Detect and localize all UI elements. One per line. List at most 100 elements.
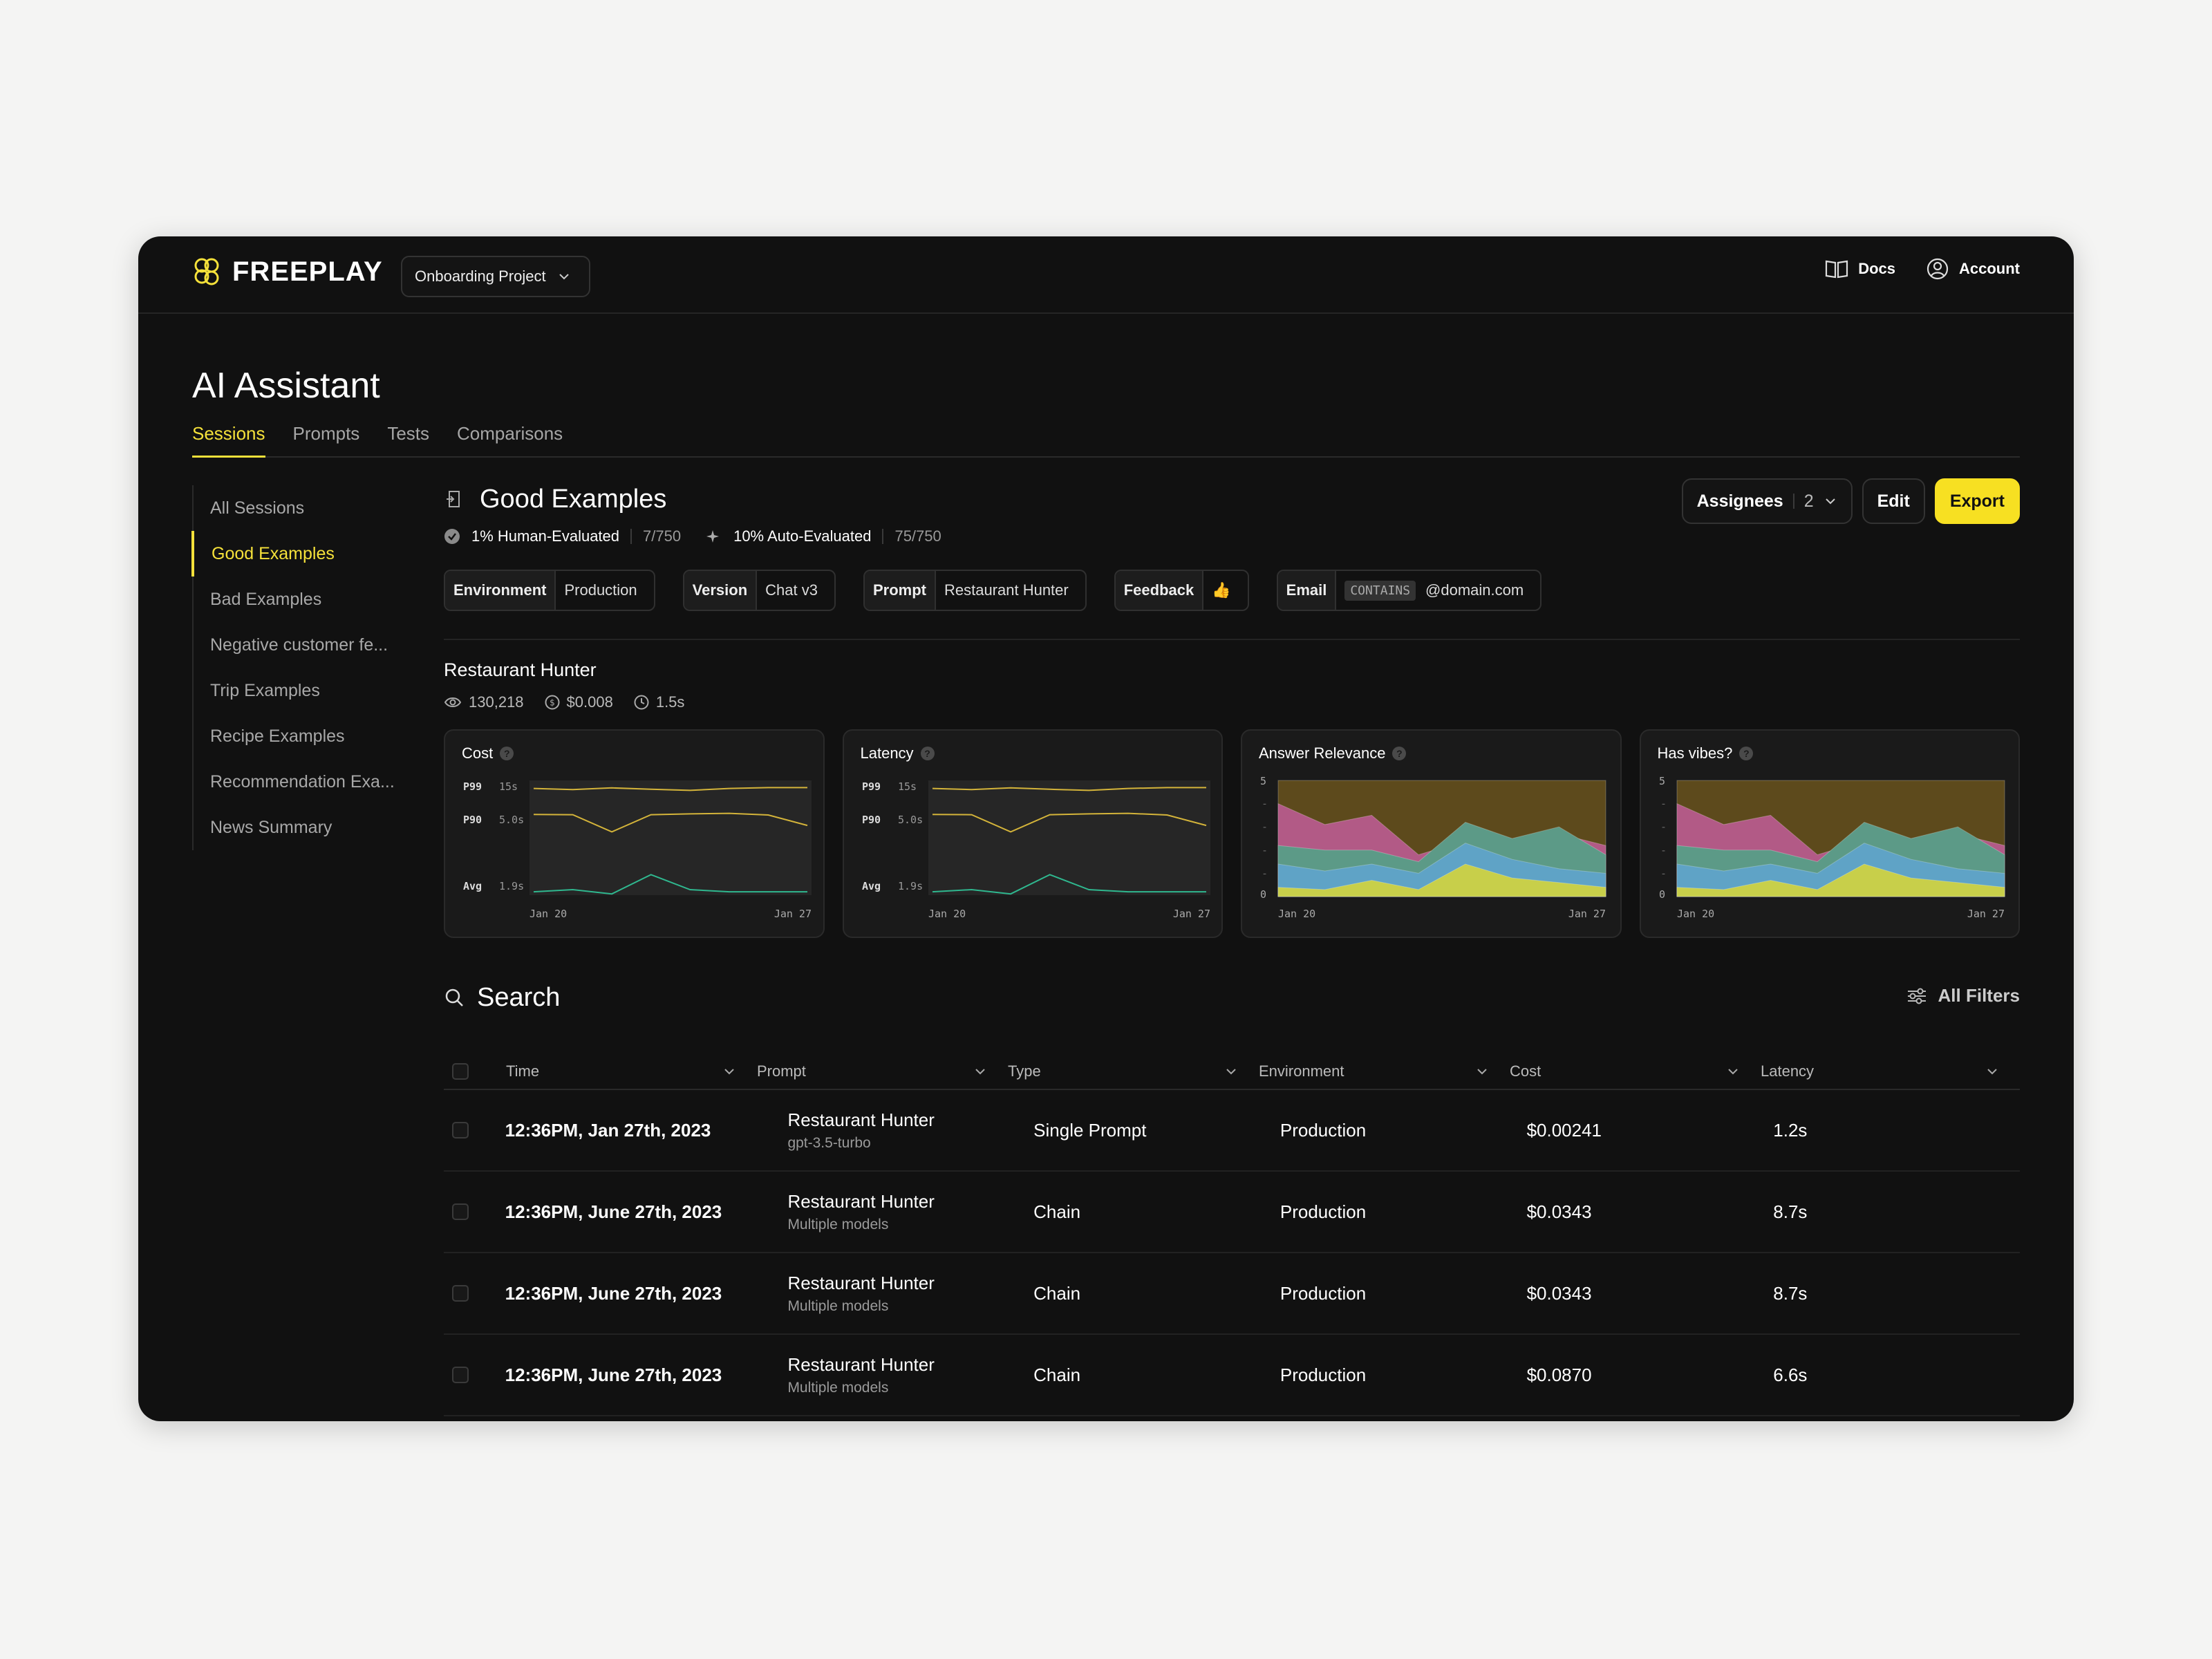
all-filters-button[interactable]: All Filters <box>1906 985 2020 1006</box>
header-label: Time <box>506 1062 540 1080</box>
area-series <box>1277 863 1606 897</box>
sidebar-item-news-summary[interactable]: News Summary <box>210 818 332 837</box>
filter-version[interactable]: Version Chat v3 <box>682 570 836 611</box>
row-checkbox[interactable] <box>452 1122 469 1138</box>
chevron-down-icon <box>1825 498 1835 505</box>
all-filters-label: All Filters <box>1938 985 2020 1006</box>
sliders-icon <box>1907 988 1926 1004</box>
search-icon[interactable] <box>444 987 465 1008</box>
project-select[interactable]: Onboarding Project <box>401 256 590 297</box>
logo-text: FREEPLAY <box>232 256 383 287</box>
docs-link[interactable]: Docs <box>1825 259 1895 279</box>
account-link[interactable]: Account <box>1926 257 2020 281</box>
human-eval-label: 1% Human-Evaluated <box>471 527 620 545</box>
search-title[interactable]: Search <box>477 982 561 1012</box>
cell-type: Chain <box>1033 1201 1081 1222</box>
sidebar-item-all-sessions[interactable]: All Sessions <box>210 498 305 518</box>
docs-label: Docs <box>1858 260 1895 277</box>
x-tick-label: Jan 20 <box>1677 908 1714 920</box>
edit-button[interactable]: Edit <box>1862 478 1925 524</box>
filter-key: Feedback <box>1115 571 1204 610</box>
assignees-button[interactable]: Assignees 2 <box>1681 478 1853 524</box>
chevron-down-icon <box>1226 1069 1236 1075</box>
cell-environment: Production <box>1280 1364 1367 1385</box>
filter-prompt[interactable]: Prompt Restaurant Hunter <box>863 570 1087 611</box>
sidebar-item-recommendation-examples[interactable]: Recommendation Exa... <box>210 772 395 791</box>
percentile-label: Avg <box>862 880 881 892</box>
cell-time: 12:36PM, Jan 27th, 2023 <box>505 1119 711 1141</box>
top-bar: FREEPLAY Onboarding Project Docs Account <box>138 236 2074 314</box>
cell-type: Chain <box>1033 1364 1081 1385</box>
column-header-prompt[interactable]: Prompt <box>757 1062 1008 1080</box>
header-label: Environment <box>1259 1062 1344 1080</box>
column-header-type[interactable]: Type <box>1008 1062 1259 1080</box>
help-icon[interactable]: ? <box>920 747 935 760</box>
cell-type: Chain <box>1033 1282 1081 1304</box>
percentile-value: 15s <box>898 780 917 793</box>
tab-comparisons[interactable]: Comparisons <box>457 423 563 444</box>
logo[interactable]: FREEPLAY <box>191 256 383 288</box>
help-icon[interactable]: ? <box>1739 747 1754 760</box>
assignees-label: Assignees <box>1696 491 1783 511</box>
filter-feedback[interactable]: Feedback 👍 <box>1114 570 1249 611</box>
column-header-cost[interactable]: Cost <box>1510 1062 1761 1080</box>
percentile-label: P99 <box>862 780 881 793</box>
series-line-p90 <box>533 812 808 833</box>
check-circle-icon <box>444 529 460 544</box>
chart-title: Answer Relevance <box>1259 744 1386 762</box>
cell-cost: $0.0343 <box>1526 1201 1592 1222</box>
sessions-table: Time Prompt Type Environment Cost Latenc… <box>444 1054 2020 1416</box>
sidebar-item-good-examples[interactable]: Good Examples <box>191 531 413 577</box>
table-row[interactable]: 12:36PM, June 27th, 2023 Restaurant Hunt… <box>444 1172 2020 1253</box>
column-header-time[interactable]: Time <box>506 1062 757 1080</box>
table-row[interactable]: 12:36PM, June 27th, 2023 Restaurant Hunt… <box>444 1253 2020 1335</box>
sidebar-item-trip-examples[interactable]: Trip Examples <box>210 681 320 700</box>
cell-time: 12:36PM, June 27th, 2023 <box>505 1201 722 1222</box>
series-line-avg <box>932 874 1206 895</box>
help-icon[interactable]: ? <box>1392 747 1407 760</box>
help-icon[interactable]: ? <box>500 747 514 760</box>
chevron-down-icon <box>1728 1069 1738 1075</box>
row-checkbox[interactable] <box>452 1203 469 1220</box>
tab-bar: Sessions Prompts Tests Comparisons <box>192 423 2020 458</box>
filter-email[interactable]: Email CONTAINS @domain.com <box>1276 570 1542 611</box>
tab-prompts[interactable]: Prompts <box>292 423 360 444</box>
row-checkbox[interactable] <box>452 1285 469 1302</box>
model-name: Multiple models <box>787 1297 889 1314</box>
y-tick-mark: - <box>1660 867 1667 879</box>
table-row[interactable]: 12:36PM, June 27th, 2023 Restaurant Hunt… <box>444 1335 2020 1416</box>
sidebar-item-bad-examples[interactable]: Bad Examples <box>210 590 322 609</box>
sidebar-item-recipe-examples[interactable]: Recipe Examples <box>210 727 345 746</box>
answer-relevance-chart-card[interactable]: Answer Relevance? 5 - - - - 0 Jan 20 Jan 27 <box>1241 729 1622 938</box>
human-eval-count: 7/750 <box>643 527 682 545</box>
assignees-divider <box>1792 494 1794 509</box>
filter-environment[interactable]: Environment Production <box>444 570 655 611</box>
select-all-checkbox[interactable] <box>452 1063 469 1080</box>
cell-cost: $0.00241 <box>1526 1119 1602 1141</box>
filter-value: Production <box>564 581 637 599</box>
filter-key: Email <box>1277 571 1337 610</box>
filter-value: Chat v3 <box>765 581 818 599</box>
tab-tests[interactable]: Tests <box>387 423 429 444</box>
cost-stat: $ $0.008 <box>545 693 613 711</box>
column-header-latency[interactable]: Latency <box>1761 1062 2012 1080</box>
latency-chart-card[interactable]: Latency? P99 15s P90 5.0s Avg 1.9s Jan 20 Jan 2… <box>842 729 1223 938</box>
cell-prompt: Restaurant Hunter Multiple models <box>787 1273 1033 1315</box>
y-tick-label: 0 <box>1659 888 1665 901</box>
filter-key: Version <box>684 571 758 610</box>
row-checkbox[interactable] <box>452 1367 469 1383</box>
cell-environment: Production <box>1280 1201 1367 1222</box>
sidebar-item-negative-feedback[interactable]: Negative customer fe... <box>210 635 388 655</box>
filter-value: Restaurant Hunter <box>944 581 1069 599</box>
account-label: Account <box>1959 260 2020 277</box>
has-vibes-chart-card[interactable]: Has vibes?? 5 - - - - 0 Jan 20 Jan 27 <box>1639 729 2020 938</box>
tab-sessions[interactable]: Sessions <box>192 423 265 458</box>
x-tick-label: Jan 27 <box>1172 908 1210 920</box>
table-row[interactable]: 12:36PM, Jan 27th, 2023 Restaurant Hunte… <box>444 1090 2020 1172</box>
latency-stat: 1.5s <box>634 693 684 711</box>
export-button[interactable]: Export <box>1934 478 2020 524</box>
prompt-name: Restaurant Hunter <box>787 1353 935 1375</box>
cost-chart-card[interactable]: Cost? P99 15s P90 5.0s Avg 1.9s Jan 20 Jan 27 <box>444 729 825 938</box>
chart-title: Cost <box>462 744 494 762</box>
column-header-environment[interactable]: Environment <box>1259 1062 1510 1080</box>
